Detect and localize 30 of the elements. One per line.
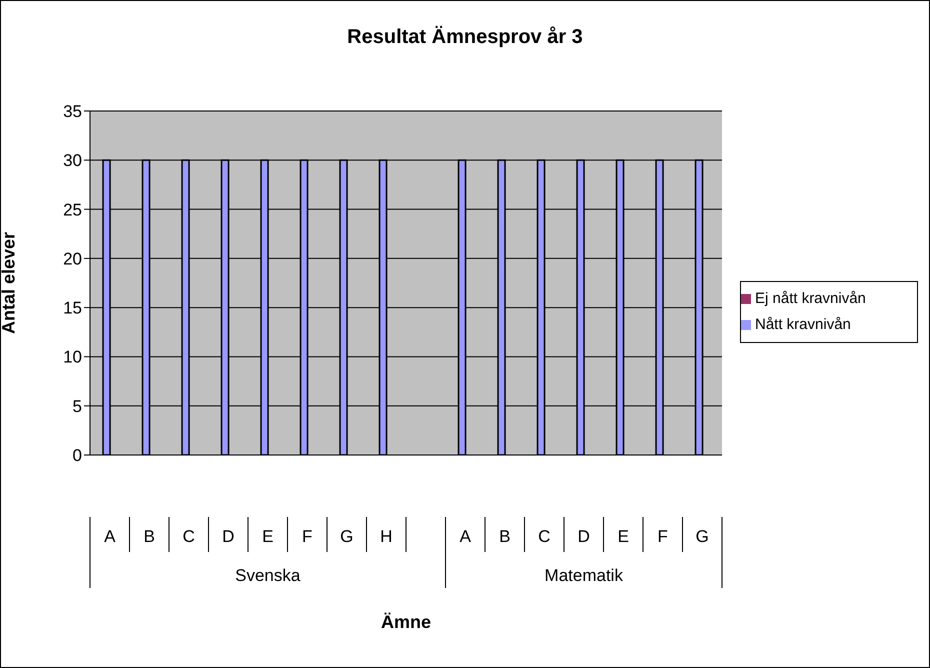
x-tick-label: F xyxy=(302,527,312,546)
y-tick-label: 20 xyxy=(63,249,82,268)
x-tick-label: D xyxy=(578,527,590,546)
x-tick-label: C xyxy=(182,527,195,546)
x-tick-label: E xyxy=(618,527,629,546)
x-tick-label: G xyxy=(696,527,709,546)
y-tick-label: 25 xyxy=(63,200,82,220)
y-axis-title: Antal elever xyxy=(0,232,18,334)
text: Svenska xyxy=(234,566,302,586)
x-tick-label: C xyxy=(538,527,550,546)
x-tick-label: A xyxy=(460,527,472,546)
x-tick-label: D xyxy=(222,527,234,546)
x-tick-label: H xyxy=(380,527,392,546)
x-tick-label: A xyxy=(104,527,116,546)
x-tick-label: F xyxy=(658,527,668,546)
x-tick-label: G xyxy=(340,527,354,546)
text: Matematik xyxy=(544,566,624,586)
x-tick-label: B xyxy=(499,527,510,546)
x-tick-label: B xyxy=(144,527,155,546)
y-tick-label: 10 xyxy=(63,348,82,367)
x-tick-label: E xyxy=(262,527,274,546)
y-tick-label: 15 xyxy=(63,298,82,318)
legend-label: Nått kravnivån xyxy=(755,316,851,333)
x-axis-title: Ämne xyxy=(380,612,432,633)
y-tick-label: 35 xyxy=(63,102,82,122)
y-tick-label: 5 xyxy=(72,396,82,416)
y-tick-label: 0 xyxy=(72,446,82,466)
y-tick-label: 30 xyxy=(63,151,82,170)
legend-label: Ej nått kravnivån xyxy=(755,290,866,307)
chart-title: Resultat Ämnesprov år 3 xyxy=(346,26,584,49)
